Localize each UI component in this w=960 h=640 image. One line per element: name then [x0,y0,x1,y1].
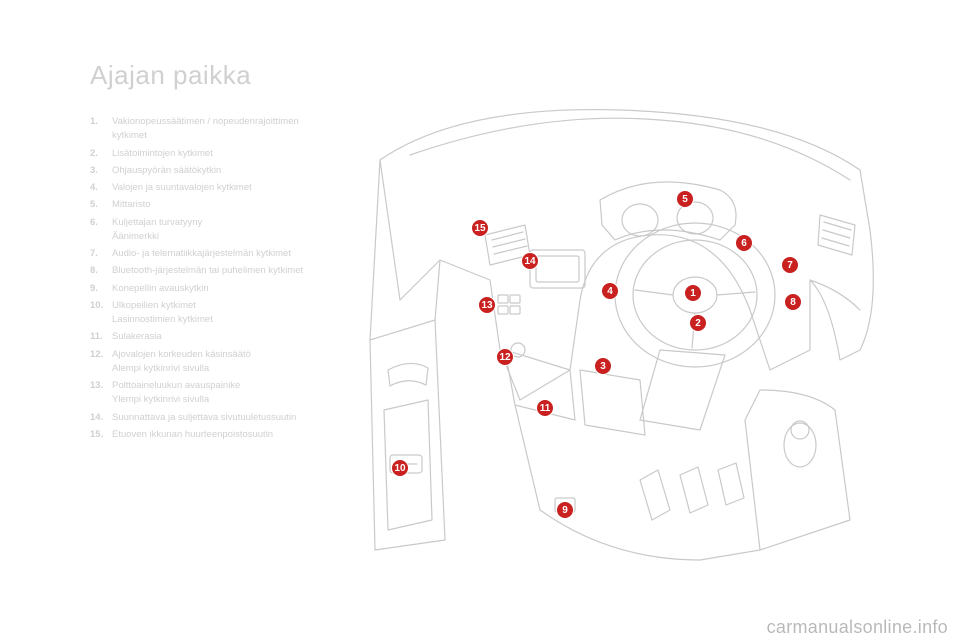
callout-badge: 13 [478,296,496,314]
callout-badge: 2 [689,314,707,332]
page: Ajajan paikka 1.Vakionopeussäätimen / no… [0,0,960,640]
callout-badge: 3 [594,357,612,375]
callout-badge: 5 [676,190,694,208]
item-text: Konepellin avauskytkin [112,282,330,296]
feature-list-item: 9.Konepellin avauskytkin [90,282,330,296]
diagram-column: 123456789101112131415 [340,0,960,640]
item-number: 10. [90,299,112,328]
item-text: Ohjauspyörän säätökytkin [112,164,330,178]
item-text: Audio- ja telematiikkajärjestelmän kytki… [112,247,330,261]
callout-badge: 1 [684,284,702,302]
feature-list: 1.Vakionopeussäätimen / nopeudenrajoitti… [90,115,330,442]
item-number: 4. [90,181,112,195]
feature-list-item: 4.Valojen ja suuntavalojen kytkimet [90,181,330,195]
callout-badge: 11 [536,399,554,417]
callout-badge: 9 [556,501,574,519]
feature-list-item: 7.Audio- ja telematiikkajärjestelmän kyt… [90,247,330,261]
item-number: 1. [90,115,112,144]
item-text: Mittaristo [112,198,330,212]
item-number: 3. [90,164,112,178]
watermark: carmanualsonline.info [767,617,948,638]
page-title: Ajajan paikka [90,60,330,91]
feature-list-item: 2.Lisätoimintojen kytkimet [90,147,330,161]
item-text: Sulakerasia [112,330,330,344]
callout-badge: 8 [784,293,802,311]
item-number: 14. [90,411,112,425]
callout-badge: 4 [601,282,619,300]
item-text: Bluetooth-järjestelmän tai puhelimen kyt… [112,264,330,278]
dashboard-lineart [340,50,900,570]
callout-badge: 14 [521,252,539,270]
callout-badge: 15 [471,219,489,237]
callout-badge: 12 [496,348,514,366]
item-text: Etuoven ikkunan huurteenpoistosuutin [112,428,330,442]
item-text: Lisätoimintojen kytkimet [112,147,330,161]
item-text: Polttoaineluukun avauspainikeYlempi kytk… [112,379,330,408]
feature-list-item: 12.Ajovalojen korkeuden käsinsäätöAlempi… [90,348,330,377]
item-text: Valojen ja suuntavalojen kytkimet [112,181,330,195]
callout-badge: 6 [735,234,753,252]
item-number: 8. [90,264,112,278]
feature-list-item: 6.Kuljettajan turvatyynyÄänimerkki [90,216,330,245]
item-number: 7. [90,247,112,261]
item-text: Suunnattava ja suljettava sivutuuletussu… [112,411,330,425]
feature-list-item: 13.Polttoaineluukun avauspainikeYlempi k… [90,379,330,408]
feature-list-item: 15.Etuoven ikkunan huurteenpoistosuutin [90,428,330,442]
item-text: Ajovalojen korkeuden käsinsäätöAlempi ky… [112,348,330,377]
feature-list-item: 8.Bluetooth-järjestelmän tai puhelimen k… [90,264,330,278]
item-number: 12. [90,348,112,377]
item-number: 6. [90,216,112,245]
item-number: 2. [90,147,112,161]
text-column: Ajajan paikka 1.Vakionopeussäätimen / no… [0,0,340,640]
dashboard-diagram: 123456789101112131415 [340,50,900,570]
item-number: 11. [90,330,112,344]
feature-list-item: 1.Vakionopeussäätimen / nopeudenrajoitti… [90,115,330,144]
feature-list-item: 5.Mittaristo [90,198,330,212]
feature-list-item: 10.Ulkopeilien kytkimetLasinnostimien ky… [90,299,330,328]
callout-badge: 7 [781,256,799,274]
item-number: 5. [90,198,112,212]
feature-list-item: 3.Ohjauspyörän säätökytkin [90,164,330,178]
item-text: Kuljettajan turvatyynyÄänimerkki [112,216,330,245]
item-number: 9. [90,282,112,296]
item-number: 13. [90,379,112,408]
feature-list-item: 11.Sulakerasia [90,330,330,344]
item-number: 15. [90,428,112,442]
item-text: Ulkopeilien kytkimetLasinnostimien kytki… [112,299,330,328]
callout-badge: 10 [391,459,409,477]
item-text: Vakionopeussäätimen / nopeudenrajoittime… [112,115,330,144]
feature-list-item: 14.Suunnattava ja suljettava sivutuuletu… [90,411,330,425]
